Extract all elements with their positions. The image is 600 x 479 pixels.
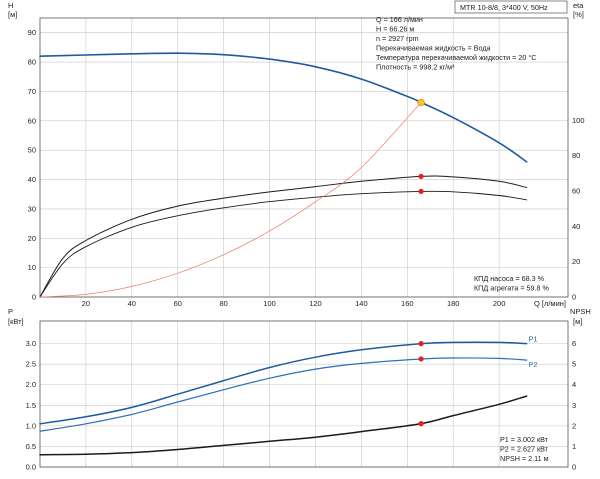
x-tick-label: 40 [128, 299, 136, 308]
top-eta_total-curve [39, 190, 528, 298]
bottom-right-axis-label: NPSH [570, 307, 591, 316]
power-info-line: P2 = 2.627 кВт [500, 445, 549, 454]
top-system-curve [39, 102, 422, 298]
top-right-tick-label: 80 [572, 151, 580, 160]
top-left-tick-label: 70 [28, 87, 36, 96]
top-eta_pump-curve [39, 175, 528, 298]
duty-info-line: n = 2927 rpm [376, 34, 419, 43]
top-left-tick-label: 10 [28, 263, 36, 272]
bottom-npsh-curve [39, 395, 528, 456]
model-box [454, 0, 568, 14]
top-right-tick-label: 20 [572, 257, 580, 266]
bottom-left-axis-label: P [8, 307, 13, 316]
bottom-plot-frame [39, 320, 569, 468]
efficiency-info-line: КПД агрегата = 59.8 % [474, 284, 550, 293]
bottom-p2-marker [418, 356, 424, 362]
bottom-p1-curve [39, 341, 528, 425]
top-plot-frame [39, 17, 569, 298]
top-left-tick-label: 0 [32, 293, 36, 302]
model-label: MTR 10-8/8, 3*400 V, 50Hz [460, 3, 548, 12]
x-tick-label: 60 [174, 299, 182, 308]
top-eta_total-marker [418, 188, 424, 195]
bottom-left-axis-unit: [кВт] [8, 317, 24, 326]
top-right-axis-unit: [%] [573, 10, 584, 19]
duty-info-line: Q = 166 л/мин [376, 15, 423, 24]
bottom-p1-marker [418, 341, 424, 347]
top-head-curve [39, 52, 528, 163]
top-eta_pump-marker [418, 173, 424, 179]
x-tick-label: 20 [82, 299, 90, 308]
x-tick-label: 180 [447, 299, 460, 308]
top-right-tick-label: 60 [572, 187, 580, 196]
x-tick-label: 100 [263, 299, 276, 308]
power-info-line: P1 = 3.002 кВт [500, 435, 549, 444]
top-right-tick-label: 40 [572, 222, 580, 231]
bottom-left-tick-label: 0.0 [26, 463, 36, 472]
top-left-axis-label: H [8, 1, 13, 10]
bottom-left-tick-label: 2.0 [26, 380, 36, 389]
bottom-left-tick-label: 0.5 [26, 442, 36, 451]
bottom-right-tick-label: 6 [572, 339, 576, 348]
x-tick-label: 200 [493, 299, 506, 308]
duty-info-line: Перекачиваемая жидкость = Вода [376, 44, 491, 53]
bottom-left-tick-label: 1.0 [26, 421, 36, 430]
bottom-left-tick-label: 2.5 [26, 360, 36, 369]
top-right-tick-label: 100 [572, 116, 585, 125]
x-axis-label: Q [л/мин] [534, 299, 566, 308]
x-tick-label: 140 [355, 299, 368, 308]
top-left-tick-label: 60 [28, 116, 36, 125]
efficiency-info-line: КПД насоса = 68.3 % [474, 274, 545, 283]
x-tick-label: 80 [219, 299, 227, 308]
bottom-p2-curve [39, 357, 528, 432]
bottom-right-tick-label: 1 [572, 442, 576, 451]
duty-info-line: H = 66.26 м [376, 25, 414, 34]
series-label-p1: P1 [529, 335, 538, 344]
bottom-right-tick-label: 5 [572, 360, 576, 369]
top-right-tick-label: 0 [572, 293, 576, 302]
x-tick-label: 120 [309, 299, 322, 308]
bottom-right-tick-label: 4 [572, 380, 576, 389]
bottom-right-tick-label: 3 [572, 401, 576, 410]
bottom-left-tick-label: 1.5 [26, 401, 36, 410]
bottom-npsh-marker [418, 421, 424, 427]
top-right-axis-label: eta [573, 1, 584, 10]
top-left-tick-label: 20 [28, 234, 36, 243]
top-left-tick-label: 30 [28, 204, 36, 213]
duty-info-line: Плотность = 998.2 кг/м³ [376, 63, 455, 72]
top-left-axis-unit: [м] [8, 10, 17, 19]
bottom-left-tick-label: 3.0 [26, 339, 36, 348]
top-left-tick-label: 80 [28, 58, 36, 67]
bottom-right-axis-unit: [м] [573, 317, 582, 326]
top-left-tick-label: 40 [28, 175, 36, 184]
duty-info-line: Температура перекачиваемой жидкости = 20… [376, 53, 536, 62]
power-info-line: NPSH = 2.11 м [500, 454, 549, 463]
series-label-p2: P2 [529, 360, 538, 369]
top-head-marker [417, 98, 425, 107]
top-left-tick-label: 50 [28, 146, 36, 155]
bottom-right-tick-label: 0 [572, 463, 576, 472]
x-tick-label: 160 [401, 299, 414, 308]
top-left-tick-label: 90 [28, 28, 36, 37]
bottom-right-tick-label: 2 [572, 421, 576, 430]
